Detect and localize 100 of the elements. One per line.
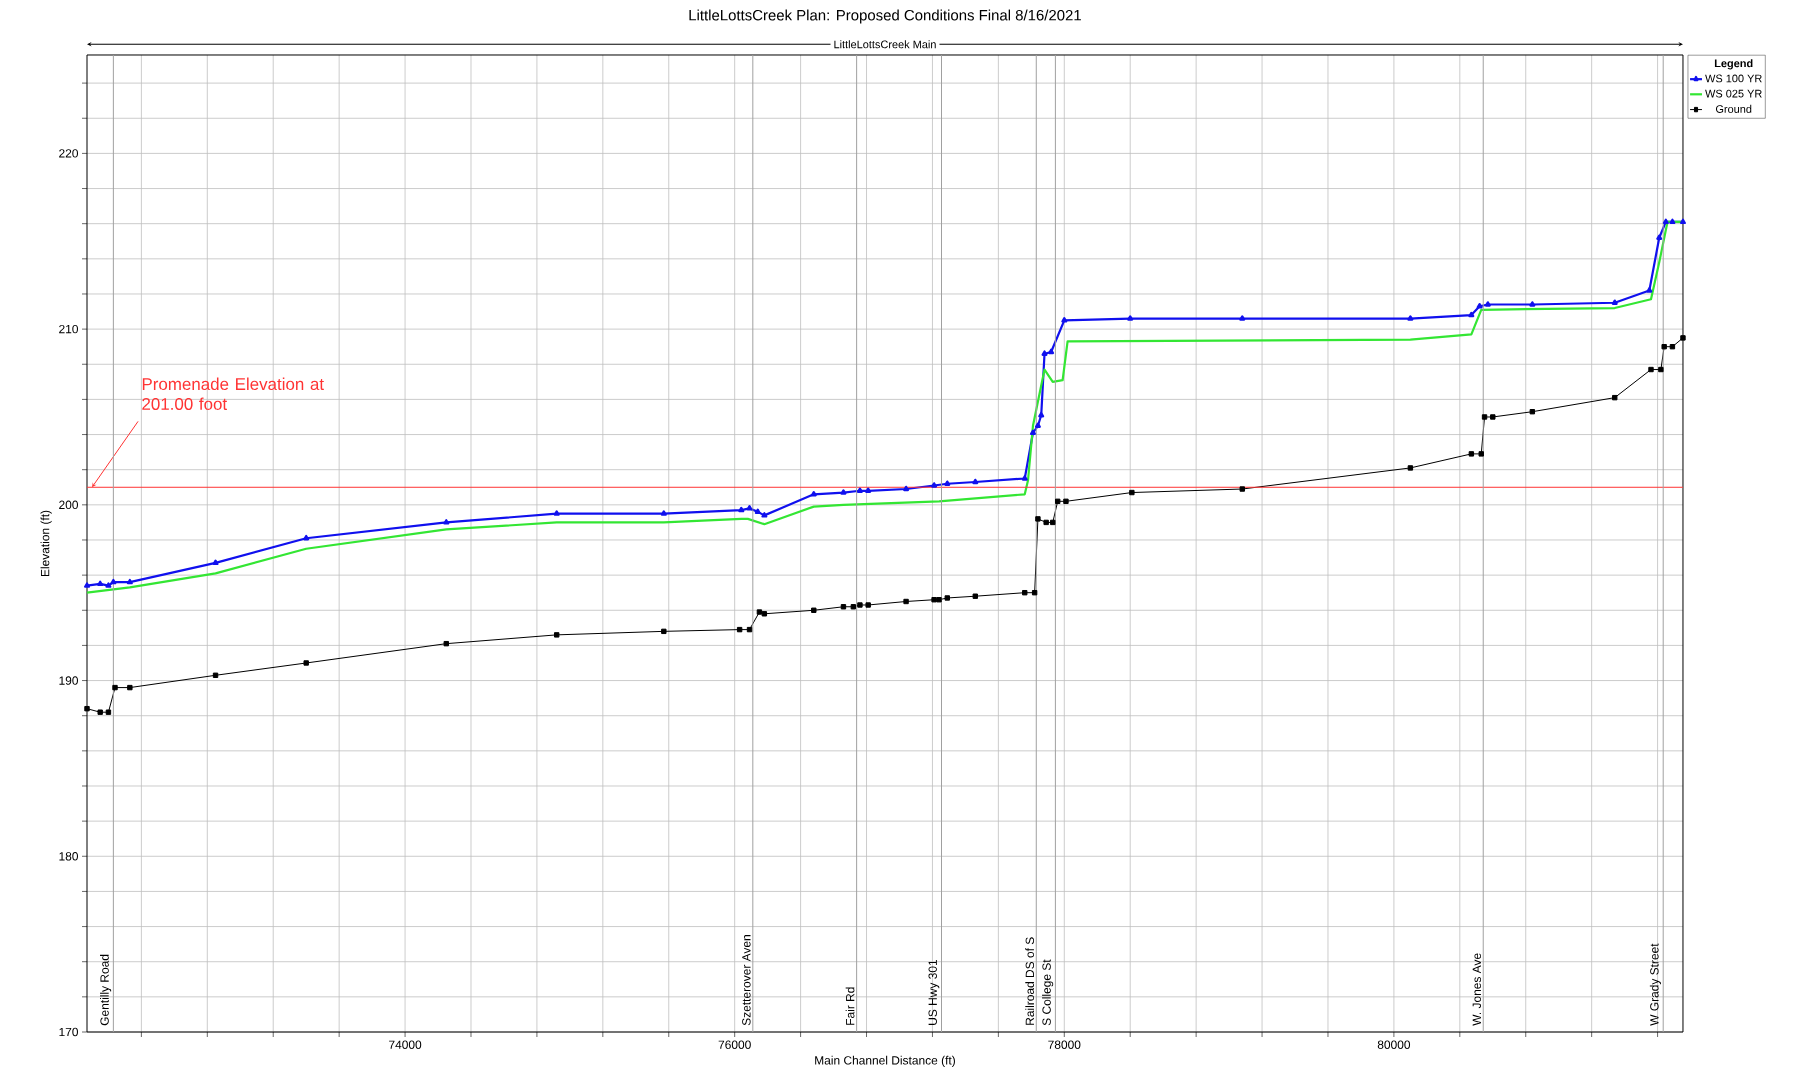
point xyxy=(1646,287,1653,293)
point xyxy=(865,487,872,493)
point xyxy=(1021,475,1028,481)
point xyxy=(1648,366,1654,373)
point xyxy=(1041,350,1048,356)
point xyxy=(850,604,857,610)
point xyxy=(931,482,938,488)
point xyxy=(1680,335,1686,341)
x-tick-label: 80000 xyxy=(1377,1040,1411,1049)
ref-line-label: S College St xyxy=(1042,959,1054,1026)
y-tick-label: 180 xyxy=(59,852,79,861)
point xyxy=(127,684,133,691)
x-tick-label: 76000 xyxy=(718,1040,751,1049)
x-tick-label: 78000 xyxy=(1048,1040,1081,1049)
point xyxy=(811,607,817,613)
point xyxy=(97,580,104,587)
point xyxy=(840,604,847,610)
ref-line-label: Gentilly Road xyxy=(100,954,112,1026)
point xyxy=(746,505,753,511)
legend-label: Ground xyxy=(1715,104,1752,113)
point xyxy=(1239,315,1246,321)
point xyxy=(1129,489,1135,496)
point xyxy=(1038,411,1045,418)
point xyxy=(1468,311,1475,318)
ref-line-label: W. Jones Ave xyxy=(1472,953,1482,1026)
point xyxy=(661,628,667,635)
chart-title: LittleLottsCreek Plan: Proposed Conditions Final 8/16/2021 xyxy=(689,9,1081,24)
point xyxy=(1481,414,1488,420)
point xyxy=(1022,590,1028,596)
point xyxy=(1031,590,1038,596)
point xyxy=(443,640,449,647)
ref-line-label: US Hwy 301 xyxy=(928,959,940,1025)
point xyxy=(810,490,817,497)
point xyxy=(761,611,768,617)
ref-line-label: Fair Rd xyxy=(845,987,855,1025)
point xyxy=(1127,315,1134,321)
point xyxy=(1656,234,1663,240)
point xyxy=(84,705,90,712)
y-tick-label: 200 xyxy=(59,500,79,510)
legend-label: WS 025 YR xyxy=(1705,89,1762,98)
point xyxy=(83,582,91,588)
point xyxy=(738,506,745,513)
point xyxy=(212,672,219,678)
y-axis-title: Elevation (ft) xyxy=(40,510,52,577)
point xyxy=(1063,498,1069,505)
point xyxy=(840,489,847,495)
point xyxy=(944,480,951,486)
point xyxy=(105,582,112,588)
point xyxy=(1484,301,1491,307)
y-tick-label: 220 xyxy=(59,149,79,158)
point xyxy=(1468,451,1475,457)
point xyxy=(756,609,763,615)
point xyxy=(126,578,133,585)
point xyxy=(1476,302,1483,309)
point xyxy=(1661,343,1667,350)
point xyxy=(303,534,310,541)
point xyxy=(944,595,950,601)
x-axis-title: Main Channel Distance (ft) xyxy=(815,1055,955,1067)
ref-line-label: W Grady Street xyxy=(1649,943,1661,1026)
point xyxy=(97,709,103,715)
x-tick-label: 74000 xyxy=(389,1040,422,1049)
ref-line-label: Railroad DS of S xyxy=(1025,937,1035,1025)
point xyxy=(754,508,761,515)
y-tick-label: 210 xyxy=(59,324,79,334)
chart-subtitle: LittleLottsCreek Main xyxy=(834,40,936,49)
point xyxy=(1055,498,1061,505)
point xyxy=(972,593,978,599)
point xyxy=(443,519,450,525)
point xyxy=(1612,394,1618,401)
point xyxy=(931,597,937,603)
point xyxy=(1658,366,1664,373)
point xyxy=(1048,348,1055,355)
ref-line-label: Szetterover Aven xyxy=(742,935,751,1026)
point xyxy=(1529,301,1536,307)
ref-line-label: Promenade Elevation at 201.00 foot xyxy=(142,377,324,410)
point xyxy=(1679,218,1686,225)
point xyxy=(857,602,863,608)
point xyxy=(110,578,117,585)
y-tick-label: 170 xyxy=(59,1027,79,1037)
point xyxy=(303,660,309,666)
legend-label: WS 100 YR xyxy=(1705,74,1762,83)
point xyxy=(1490,414,1496,420)
point xyxy=(1050,519,1056,526)
point xyxy=(856,487,863,493)
point xyxy=(553,632,560,638)
point xyxy=(1529,409,1536,415)
point xyxy=(212,559,219,566)
point xyxy=(1478,451,1484,457)
point xyxy=(865,602,871,608)
point xyxy=(553,510,560,516)
point xyxy=(1662,218,1669,225)
point xyxy=(1034,422,1041,428)
point xyxy=(1407,315,1414,321)
point xyxy=(112,684,118,691)
point xyxy=(1035,516,1041,522)
point xyxy=(1611,299,1618,305)
point xyxy=(1669,343,1676,350)
point xyxy=(1407,465,1414,471)
point xyxy=(903,598,909,605)
point xyxy=(936,597,942,603)
